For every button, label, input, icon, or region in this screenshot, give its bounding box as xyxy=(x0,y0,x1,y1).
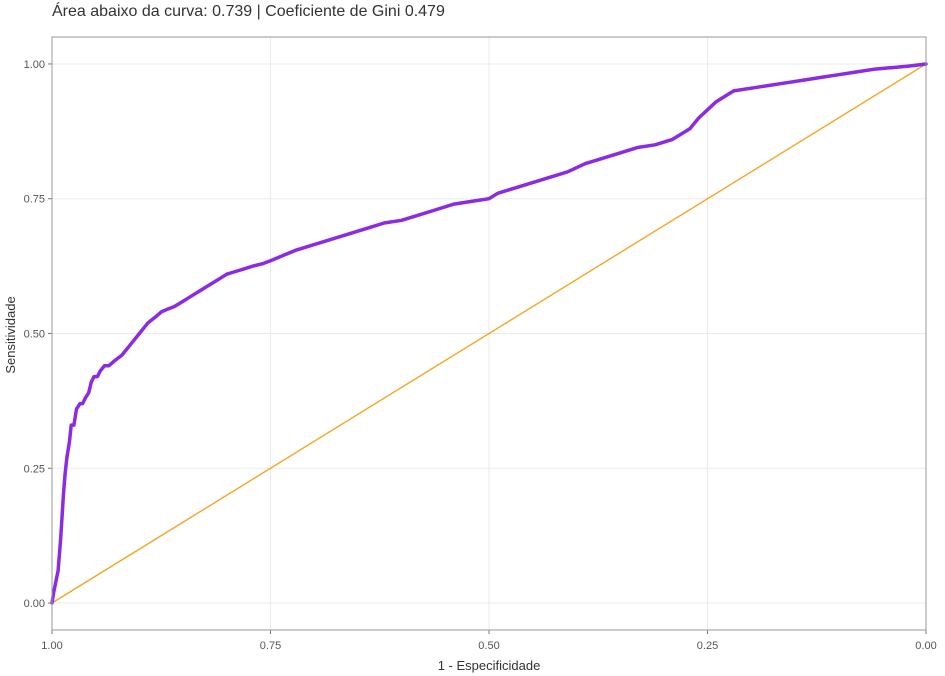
axes: 1.00 0.75 0.50 0.25 0.00 0.00 0.25 0.50 0.75 1.00 xyxy=(24,36,937,652)
roc-point xyxy=(723,94,727,98)
roc-point xyxy=(87,391,91,395)
roc-point xyxy=(819,76,823,79)
roc-point xyxy=(65,456,69,459)
roc-point xyxy=(72,423,76,427)
roc-point xyxy=(907,64,910,68)
roc-point xyxy=(365,227,368,230)
roc-point xyxy=(159,310,163,314)
roc-point xyxy=(714,100,718,104)
roc-point xyxy=(312,243,316,247)
roc-point xyxy=(173,305,176,308)
roc-point xyxy=(103,364,106,368)
x-tick-label: 0.75 xyxy=(260,640,281,652)
roc-point xyxy=(566,170,570,174)
y-tick-label: 0.00 xyxy=(24,598,45,610)
roc-point xyxy=(113,359,117,362)
y-tick-label: 0.25 xyxy=(24,463,45,475)
roc-point xyxy=(216,278,220,281)
roc-point xyxy=(487,197,491,201)
roc-point xyxy=(732,89,736,93)
roc-point xyxy=(400,218,403,222)
roc-point xyxy=(89,380,93,384)
x-axis-label: 1 - Especificidade xyxy=(438,658,541,673)
roc-point xyxy=(83,396,87,400)
roc-point xyxy=(854,70,858,74)
roc-point xyxy=(52,590,56,594)
roc-point xyxy=(889,66,893,70)
roc-point xyxy=(496,191,500,195)
roc-point xyxy=(262,262,265,265)
roc-point xyxy=(531,181,535,185)
roc-point xyxy=(618,151,622,155)
roc-point xyxy=(767,84,771,87)
roc-point xyxy=(166,307,169,311)
roc-point xyxy=(872,67,875,71)
roc-point xyxy=(146,321,150,325)
roc-point xyxy=(234,270,237,273)
roc-point xyxy=(382,221,386,225)
roc-point xyxy=(129,342,133,346)
roc-point xyxy=(470,200,473,203)
roc-point xyxy=(688,127,692,130)
y-tick-label: 0.75 xyxy=(24,194,45,206)
roc-point xyxy=(784,81,788,85)
roc-point xyxy=(75,407,78,411)
roc-point xyxy=(181,299,185,303)
roc-point xyxy=(653,143,657,147)
roc-point xyxy=(837,73,840,77)
roc-point xyxy=(56,569,60,573)
roc-point xyxy=(583,162,587,166)
roc-point xyxy=(330,237,334,241)
roc-point xyxy=(199,289,203,292)
roc-point xyxy=(295,248,299,252)
chart-title: Área abaixo da curva: 0.739 | Coeficient… xyxy=(52,3,445,20)
plot-frame xyxy=(51,36,927,631)
roc-point xyxy=(679,132,683,136)
roc-point xyxy=(671,138,674,141)
x-tick-label: 0.25 xyxy=(697,640,718,652)
x-tick-label: 0.50 xyxy=(478,640,499,652)
y-tick-label: 1.00 xyxy=(24,59,45,71)
x-tick-label: 0.00 xyxy=(915,640,936,652)
roc-point xyxy=(92,375,96,378)
roc-point xyxy=(138,332,141,335)
roc-point xyxy=(98,369,102,373)
roc-point xyxy=(435,208,438,211)
reference-line xyxy=(51,63,927,604)
roc-point xyxy=(153,315,157,319)
roc-point xyxy=(802,78,805,82)
roc-point xyxy=(601,156,604,160)
roc-point xyxy=(120,353,124,357)
roc-point xyxy=(269,259,272,263)
y-axis-label: Sensitividade xyxy=(3,296,18,373)
roc-point xyxy=(96,375,99,378)
roc-point xyxy=(452,202,456,206)
roc-point xyxy=(513,186,517,190)
roc-point xyxy=(107,364,111,368)
roc-point xyxy=(63,472,67,476)
roc-point xyxy=(706,108,709,112)
roc-point xyxy=(417,213,421,217)
roc-point xyxy=(697,116,701,120)
roc-point xyxy=(62,493,65,497)
roc-point xyxy=(347,232,351,236)
roc-point xyxy=(548,175,552,179)
roc-point xyxy=(207,283,211,287)
roc-point xyxy=(242,267,246,271)
roc-point xyxy=(59,537,63,540)
roc-point xyxy=(251,264,255,268)
y-tick-label: 0.50 xyxy=(24,329,45,341)
roc-point xyxy=(282,253,285,257)
roc-point xyxy=(636,146,639,149)
roc-point xyxy=(68,439,71,443)
roc-point xyxy=(190,294,194,298)
x-tick-label: 1.00 xyxy=(41,640,62,652)
roc-point xyxy=(81,402,84,405)
roc-point xyxy=(78,402,82,405)
series-layer xyxy=(50,62,928,605)
roc-point xyxy=(749,86,753,90)
roc-point xyxy=(225,272,229,276)
roc-point xyxy=(69,423,73,427)
